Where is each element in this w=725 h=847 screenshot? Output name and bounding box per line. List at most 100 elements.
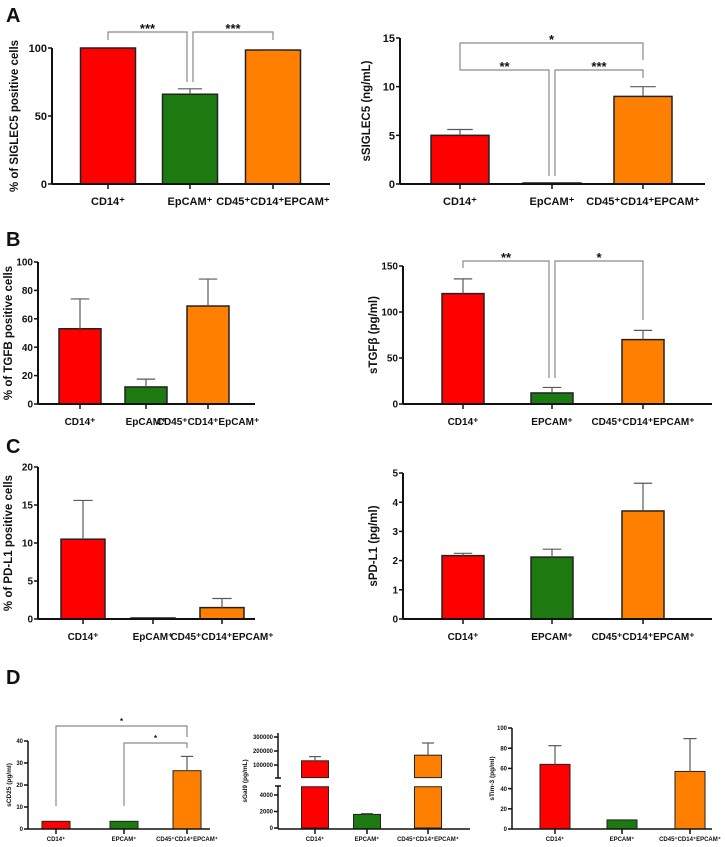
y-tick-label: 60 — [500, 767, 507, 773]
chart-b-left: CD14⁺ EpCAM⁺CD45⁺CD14⁺EpCAM⁺ 0 20 40 60 80 100%… — [3, 258, 259, 428]
x-tick-label: EPCAM⁺ — [610, 836, 635, 843]
y-axis-label: % of TGFB positive cells — [3, 266, 15, 400]
x-tick-label: EpCAM⁺ — [168, 196, 213, 208]
y-tick-label: 50 — [387, 354, 399, 365]
y-axis-label: % of PD-L1 positive cells — [3, 475, 15, 611]
x-tick-label: CD45⁺CD14⁺EpCAM⁺ — [157, 417, 260, 428]
significance-bracket — [192, 31, 274, 82]
y-tick-label: 100 — [29, 43, 47, 55]
x-tick-label: CD14⁺ — [68, 632, 99, 643]
y-tick-label: 0 — [392, 400, 398, 411]
y-tick-label: 300000 — [253, 735, 274, 741]
x-tick-label: EpCAM⁺ — [126, 417, 167, 428]
y-axis-label: sCD25 (pg/ml) — [6, 763, 13, 807]
y-tick-label: 0 — [41, 179, 47, 191]
bar — [79, 47, 137, 185]
y-tick-label: 5 — [392, 469, 398, 480]
x-tick-label: CD45⁺CD14⁺EPCAM⁺ — [586, 196, 700, 208]
y-tick-label: 10 — [22, 539, 34, 550]
y-tick-label: 40 — [16, 739, 23, 745]
y-tick-label: 2000 — [260, 810, 274, 816]
y-tick-label: 80 — [22, 286, 34, 297]
y-tick-label: 30 — [16, 761, 23, 767]
significance-label: * — [120, 717, 124, 726]
y-axis-label: sSIGLEC5 (ng/mL) — [361, 60, 373, 161]
x-tick-label: CD14⁺ — [306, 836, 325, 843]
x-tick-label: CD14⁺ — [65, 417, 96, 428]
significance-bracket — [107, 31, 188, 82]
significance-label: * — [549, 32, 555, 47]
y-tick-label: 0 — [20, 827, 24, 833]
x-tick-label: CD45⁺CD14⁺EPCAM⁺ — [591, 417, 694, 428]
significance-label: *** — [140, 21, 156, 36]
panel-letter-b: B — [6, 229, 20, 251]
y-tick-label: 0 — [27, 615, 33, 626]
x-tick-label: CD45⁺CD14⁺EPCAM⁺ — [156, 836, 218, 843]
chart-c-right: CD14⁺ EPCAM⁺ CD45⁺CD14⁺EPCAM⁺ 0 1 2 3 4 5 sPD-L1 … — [368, 469, 712, 643]
bar — [109, 820, 139, 830]
x-tick-label: EPCAM⁺ — [531, 417, 572, 428]
bar — [414, 754, 442, 779]
panel-letter-c: C — [6, 436, 20, 458]
y-tick-label: 10 — [16, 805, 23, 811]
panel-letter-d: D — [6, 667, 20, 689]
significance-bracket — [459, 60, 550, 176]
y-tick-label: 10 — [383, 82, 395, 94]
bar — [161, 93, 219, 185]
y-axis-label: sTGFβ (pg/ml) — [368, 296, 380, 374]
chart-d-3: CD14⁺ EPCAM⁺ CD45⁺CD14⁺EPCAM⁺ 0 20 40 60 80 100 s… — [489, 726, 721, 843]
y-tick-label: 60 — [22, 314, 34, 325]
chart-d-1: CD14⁺ EPCAM⁺ CD45⁺CD14⁺EPCAM⁺ 0 10 20 30 40 sCD2… — [6, 717, 218, 843]
y-tick-label: 20 — [22, 371, 34, 382]
y-tick-label: 40 — [500, 787, 507, 793]
y-tick-label: 0 — [392, 615, 398, 626]
y-tick-label: 200000 — [253, 749, 274, 755]
y-tick-label: 100 — [381, 308, 398, 319]
bar — [530, 392, 574, 405]
significance-label: ** — [501, 250, 512, 265]
y-tick-label: 20 — [500, 807, 507, 813]
x-tick-label: CD45⁺CD14⁺EPCAM⁺ — [397, 836, 459, 843]
significance-bracket — [55, 725, 188, 806]
x-tick-label: CD14⁺ — [91, 196, 125, 208]
y-tick-label: 40 — [22, 343, 34, 354]
bar — [613, 95, 673, 185]
bar-lower-segment — [301, 786, 329, 829]
significance-label: * — [596, 250, 602, 265]
x-tick-label: CD14⁺ — [448, 417, 479, 428]
y-tick-label: 20 — [22, 463, 34, 474]
x-tick-label: EPCAM⁺ — [112, 836, 137, 843]
bar — [186, 305, 230, 405]
bar — [539, 763, 571, 830]
y-axis-label: sTim-3 (pg/ml) — [489, 756, 496, 800]
y-tick-label: 100000 — [253, 763, 274, 769]
bar-lower-segment — [414, 786, 442, 829]
y-tick-label: 0 — [504, 827, 508, 833]
y-tick-label: 0 — [270, 826, 274, 832]
bar — [60, 538, 106, 620]
chart-c-left: CD14⁺ EpCAM⁺CD45⁺CD14⁺EPCAM⁺ 0 5 10 15 20 % of … — [3, 463, 274, 643]
y-tick-label: 15 — [22, 501, 34, 512]
significance-label: ** — [499, 59, 510, 74]
significance-bracket — [554, 69, 644, 176]
y-tick-label: 4 — [392, 498, 398, 509]
bar — [430, 134, 490, 185]
x-tick-label: CD45⁺CD14⁺EPCAM⁺ — [659, 836, 721, 843]
x-tick-label: CD14⁺ — [546, 836, 565, 843]
y-tick-label: 15 — [383, 33, 395, 45]
y-tick-label: 3 — [392, 527, 398, 538]
chart-b-right: CD14⁺ EPCAM⁺ CD45⁺CD14⁺EPCAM⁺ 0 50 100 150 sTGF… — [368, 250, 712, 428]
x-tick-label: CD45⁺CD14⁺EPCAM⁺ — [170, 632, 273, 643]
significance-bracket — [462, 260, 550, 378]
significance-bracket — [123, 742, 188, 806]
bar — [530, 556, 574, 620]
bar — [58, 327, 102, 405]
bar — [674, 770, 706, 830]
significance-bracket — [459, 42, 644, 60]
bar — [441, 292, 485, 405]
y-tick-label: 1 — [392, 585, 398, 596]
y-axis-label: sGal9 (pg/mL) — [242, 759, 249, 802]
panel-letter-a: A — [6, 5, 20, 27]
x-tick-label: CD14⁺ — [47, 836, 66, 843]
bar — [621, 338, 665, 405]
